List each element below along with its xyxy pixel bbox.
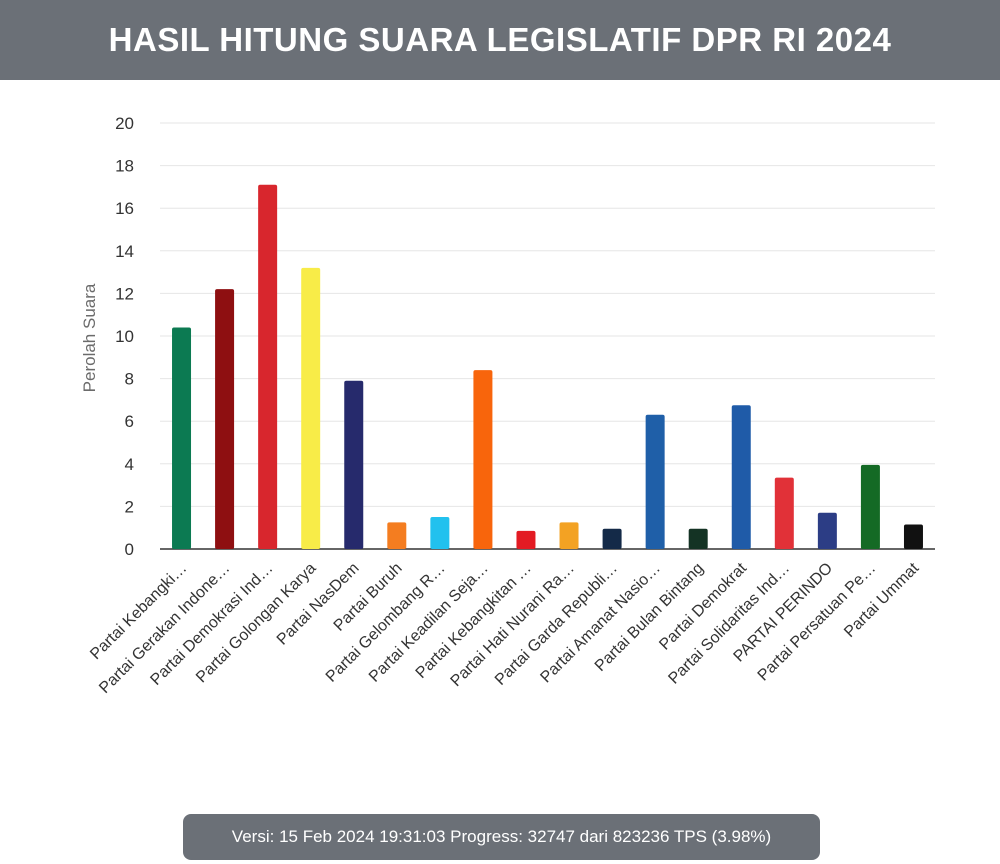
gridlines xyxy=(160,122,935,550)
bar xyxy=(903,524,923,549)
chart-header: HASIL HITUNG SUARA LEGISLATIF DPR RI 202… xyxy=(0,0,1000,80)
bar xyxy=(215,289,235,549)
x-tick-label: Partai Ummat xyxy=(841,559,923,641)
bars xyxy=(172,184,923,549)
version-progress-badge: Versi: 15 Feb 2024 19:31:03 Progress: 32… xyxy=(183,814,820,860)
bar xyxy=(602,528,622,549)
y-axis-label: Perolah Suara xyxy=(80,283,99,392)
bar xyxy=(430,517,450,549)
bar xyxy=(688,528,708,549)
bar xyxy=(860,464,880,549)
bar xyxy=(774,477,794,549)
y-tick-label: 14 xyxy=(115,242,134,261)
y-tick-label: 6 xyxy=(125,412,134,431)
progress-label: Progress: xyxy=(450,827,523,846)
y-tick-label: 12 xyxy=(115,284,134,303)
chart-title: HASIL HITUNG SUARA LEGISLATIF DPR RI 202… xyxy=(108,21,892,58)
x-axis-ticks: Partai Kebangki…Partai Gerakan Indone…Pa… xyxy=(87,559,923,697)
y-tick-label: 10 xyxy=(115,327,134,346)
bar xyxy=(645,414,665,549)
y-axis-ticks: 0 2 4 6 8 10 12 14 16 18 20 xyxy=(115,114,134,559)
version-value: 15 Feb 2024 19:31:03 xyxy=(279,827,446,846)
y-tick-label: 4 xyxy=(125,455,134,474)
bar xyxy=(344,380,364,549)
progress-value: 32747 dari 823236 TPS (3.98%) xyxy=(527,827,772,846)
bar xyxy=(559,522,579,549)
y-tick-label: 20 xyxy=(115,114,134,133)
bar xyxy=(516,530,536,549)
bar xyxy=(172,327,192,549)
bar xyxy=(387,522,407,549)
bar xyxy=(301,267,321,549)
y-tick-label: 8 xyxy=(125,370,134,389)
bar xyxy=(258,184,278,549)
y-tick-label: 16 xyxy=(115,199,134,218)
y-tick-label: 18 xyxy=(115,157,134,176)
y-tick-label: 0 xyxy=(125,540,134,559)
y-tick-label: 2 xyxy=(125,497,134,516)
bar-chart: 0 2 4 6 8 10 12 14 16 18 20 Partai Kebangki…Partai… xyxy=(80,114,935,697)
bar xyxy=(817,512,837,549)
version-label: Versi: xyxy=(231,827,275,846)
bar xyxy=(731,405,751,549)
bar xyxy=(473,370,493,549)
